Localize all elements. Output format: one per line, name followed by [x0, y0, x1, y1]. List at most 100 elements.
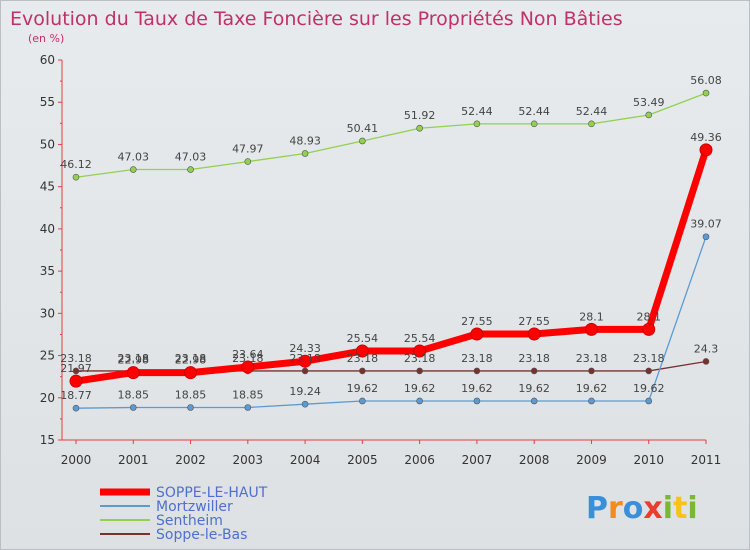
data-point-soppe-le-bas: [301, 367, 309, 375]
chart-title: Evolution du Taux de Taxe Foncière sur l…: [10, 8, 623, 30]
data-label-mortzwiller: 19.62: [576, 382, 608, 395]
data-label-sentheim: 48.93: [289, 134, 321, 147]
y-tick-label: 15: [40, 433, 55, 447]
data-label-sentheim: 47.03: [175, 151, 207, 164]
data-label-soppe-le-haut: 27.55: [518, 315, 550, 328]
x-axis-ticks: 2000 2001 2002 2003 2004 2005 2006 2007 2008 2009…: [61, 440, 722, 467]
data-point-sentheim: [187, 166, 194, 173]
logo-letter: i: [687, 491, 697, 526]
x-tick-label: 2001: [118, 453, 149, 467]
data-point-sentheim: [416, 124, 423, 132]
data-label-mortzwiller: 19.62: [404, 382, 436, 395]
data-point-soppe-le-haut: [298, 354, 312, 368]
data-label-mortzwiller: 18.77: [60, 389, 92, 402]
logo-letter: o: [623, 491, 644, 526]
data-label-mortzwiller: 19.24: [289, 385, 321, 398]
data-label-soppe-le-bas: 23.18: [404, 352, 436, 365]
data-point-sentheim: [301, 150, 309, 157]
x-tick-label: 2008: [519, 453, 550, 467]
data-point-mortzwiller: [416, 397, 423, 405]
y-tick-label: 30: [40, 306, 55, 320]
data-label-soppe-le-haut: 22.98: [175, 354, 207, 367]
data-label-mortzwiller: 19.62: [347, 382, 379, 395]
y-tick-label: 25: [40, 349, 55, 363]
data-labels-group: 46.12 47.03 47.03 47.97 48.93 50.41 51.92 52.44…: [60, 74, 722, 402]
data-point-sentheim: [244, 158, 252, 165]
logo-letter: t: [673, 491, 687, 526]
x-tick-label: 2010: [633, 453, 664, 467]
data-label-soppe-le-haut: 25.54: [404, 332, 436, 345]
data-point-sentheim: [645, 111, 653, 119]
data-label-soppe-le-haut: 28.1: [579, 310, 604, 323]
data-label-sentheim: 50.41: [347, 122, 379, 135]
data-label-soppe-le-bas: 23.18: [175, 352, 207, 365]
logo-letter: i: [663, 491, 673, 526]
data-label-sentheim: 52.44: [518, 105, 550, 118]
data-label-sentheim: 51.92: [404, 109, 436, 122]
data-point-mortzwiller: [702, 233, 710, 241]
data-label-soppe-le-bas: 23.18: [60, 352, 92, 365]
data-point-soppe-le-haut: [355, 344, 369, 358]
data-point-soppe-le-bas: [530, 367, 538, 375]
data-label-soppe-le-bas: 24.3: [694, 342, 719, 355]
data-label-mortzwiller: 18.85: [175, 388, 207, 401]
series-line-mortzwiller: [75, 236, 707, 409]
data-label-sentheim: 46.12: [60, 158, 92, 171]
legend-label-soppe-le-bas: Soppe-le-Bas: [156, 527, 247, 543]
data-label-soppe-le-bas: 23.18: [576, 352, 608, 365]
data-point-soppe-le-haut: [126, 366, 140, 380]
y-tick-label: 60: [40, 53, 55, 67]
data-point-soppe-le-haut: [527, 327, 541, 341]
data-label-mortzwiller: 39.07: [690, 218, 722, 231]
legend-label-mortzwiller: Mortzwiller: [156, 499, 233, 515]
data-label-sentheim: 52.44: [461, 105, 493, 118]
data-label-soppe-le-haut: 23.64: [232, 348, 264, 361]
data-point-soppe-le-bas: [359, 367, 366, 375]
data-point-soppe-le-haut: [241, 360, 255, 374]
data-label-sentheim: 53.49: [633, 96, 665, 109]
logo-letter: r: [608, 491, 623, 526]
data-label-mortzwiller: 18.85: [118, 388, 150, 401]
data-label-mortzwiller: 19.62: [633, 382, 665, 395]
data-point-soppe-le-bas: [588, 367, 595, 375]
proxiti-logo: Proxiti: [586, 491, 698, 526]
data-label-mortzwiller: 19.62: [461, 382, 493, 395]
data-label-sentheim: 52.44: [576, 105, 608, 118]
data-label-soppe-le-bas: 23.18: [232, 352, 264, 365]
data-point-soppe-le-bas: [473, 367, 481, 375]
data-label-sentheim: 47.97: [232, 143, 264, 156]
data-label-soppe-le-haut: 49.36: [690, 131, 722, 144]
chart-subtitle: (en %): [28, 32, 64, 45]
data-label-soppe-le-haut: 24.33: [289, 342, 321, 355]
data-point-soppe-le-haut: [184, 366, 198, 380]
series-line-sentheim: [75, 92, 707, 178]
x-tick-label: 2011: [691, 453, 722, 467]
series-line-soppe-le-haut: [75, 148, 710, 385]
y-tick-label: 50: [40, 137, 55, 151]
data-point-sentheim: [72, 173, 80, 181]
data-label-soppe-le-bas: 23.18: [289, 352, 321, 365]
x-tick-label: 2004: [290, 453, 321, 467]
data-point-mortzwiller: [645, 397, 653, 405]
x-tick-label: 2005: [347, 453, 378, 467]
data-point-sentheim: [473, 120, 481, 128]
data-label-mortzwiller: 19.62: [518, 382, 550, 395]
x-tick-label: 2003: [233, 453, 264, 467]
y-tick-label: 40: [40, 222, 55, 236]
data-label-soppe-le-bas: 23.18: [461, 352, 493, 365]
data-point-sentheim: [702, 89, 710, 97]
y-axis-ticks: 15 20 25 30 35 40 45 50 55 60: [40, 53, 62, 447]
x-tick-label: 2007: [462, 453, 493, 467]
data-point-sentheim: [129, 166, 137, 173]
data-point-sentheim: [359, 137, 366, 145]
x-tick-label: 2000: [61, 453, 92, 467]
data-label-soppe-le-bas: 23.18: [347, 352, 379, 365]
data-point-mortzwiller: [129, 404, 137, 411]
series-group: [69, 89, 713, 412]
data-label-sentheim: 47.03: [118, 151, 150, 164]
legend-label-soppe-le-haut: SOPPE-LE-HAUT: [156, 485, 268, 501]
data-point-soppe-le-haut: [470, 327, 484, 341]
